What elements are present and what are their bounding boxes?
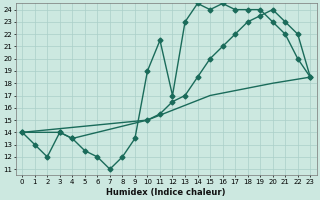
X-axis label: Humidex (Indice chaleur): Humidex (Indice chaleur) [107,188,226,197]
